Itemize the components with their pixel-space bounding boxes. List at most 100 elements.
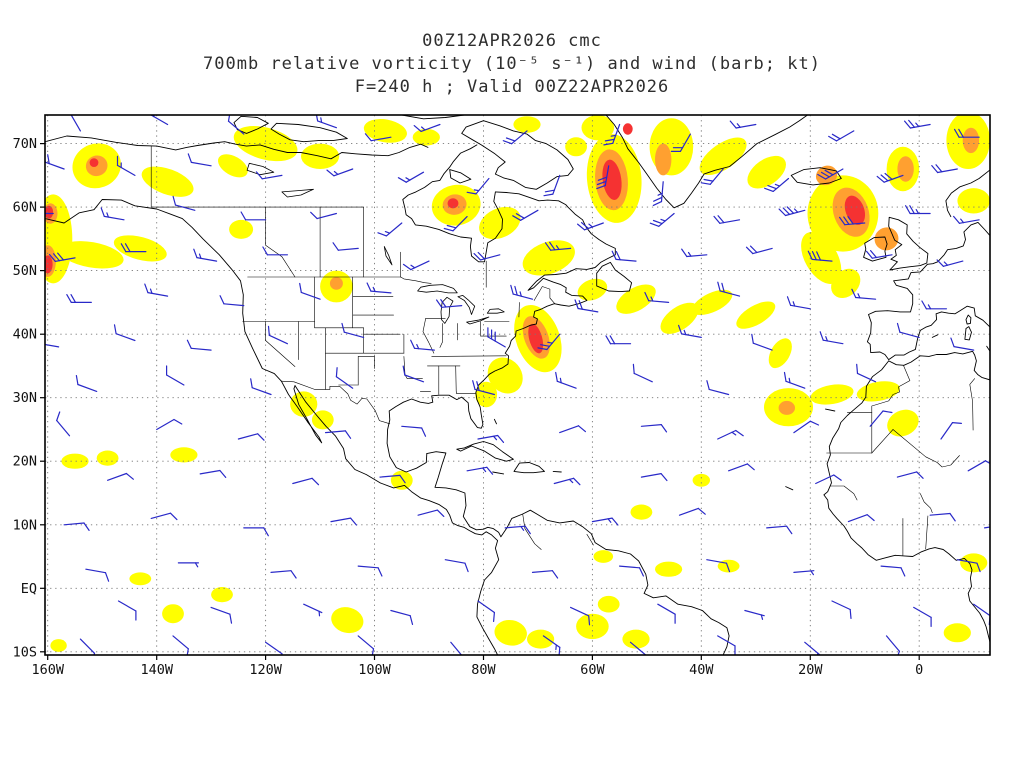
vorticity-region-low [141,166,194,197]
vorticity-region-low [513,116,541,133]
wind-barb [904,205,931,215]
lake-outline [457,295,476,315]
vorticity-region-high [45,255,53,274]
wind-barb [100,207,125,221]
vorticity-region-low [887,409,919,437]
wind-barb [219,295,245,307]
wind-barb [559,425,587,434]
wind-barb [341,322,365,338]
coastline [605,115,808,209]
vorticity-region-low [59,241,124,269]
coastline [513,462,545,474]
wind-barb [936,259,964,267]
wind-barb [270,570,297,579]
vorticity-region-mid [874,227,899,251]
wind-barb [531,570,559,579]
wind-barb [450,641,463,655]
political-border [455,365,458,394]
wind-barb [847,514,875,523]
wind-barb [629,641,647,655]
wind-barb [402,365,425,383]
wind-barb [397,171,425,183]
wind-barb [45,212,54,215]
wind-barb [210,606,233,624]
vorticity-region-low [692,473,710,487]
wind-barb [410,339,435,351]
lake-outline [486,308,505,314]
vorticity-region-low [593,550,614,563]
lake-outline [281,188,314,198]
wind-barb [332,242,359,251]
coastline [386,303,555,473]
lat-tick-label: 10S [13,644,37,660]
coastline [461,120,574,190]
vorticity-region-high [45,205,54,219]
grid-layer [45,115,990,655]
political-border [522,513,542,550]
wind-barb [644,291,670,303]
wind-barb [156,418,183,431]
wind-barb [856,363,877,383]
vorticity-region-low [390,470,413,490]
vorticity-region-low [479,206,521,240]
vorticity-region-high [602,159,622,200]
political-border [518,302,520,318]
coastline [402,144,503,263]
wind-barb [544,241,572,251]
wind-barb [744,609,765,620]
wind-barb [473,251,501,261]
vorticity-region-low [768,338,792,369]
wind-barb [569,606,591,626]
political-border [281,380,391,425]
lon-tick-label: 160W [31,662,64,678]
wind-barb [187,153,212,167]
wind-barb [815,474,842,485]
vorticity-region-low [736,301,776,329]
coastline [294,385,500,655]
political-border [439,323,443,348]
lat-tick-label: 40N [13,327,37,343]
wind-barb [310,211,337,220]
lon-tick-label: 20W [798,662,823,678]
wind-barb [357,565,383,577]
political-border [892,429,960,468]
wind-barb [477,434,505,443]
wind-barb [487,327,506,348]
wind-barb [45,154,65,170]
wind-barb [377,222,403,237]
lon-tick-label: 80W [471,662,496,678]
vorticity-region-low [475,381,498,408]
lake-outline [246,162,275,176]
coastline [863,236,888,262]
wind-barb [973,603,990,626]
wind-barb [678,507,706,516]
wind-barb [838,216,866,226]
wind-barb [149,115,169,126]
wind-barb [79,638,96,655]
wind-barb [267,325,288,345]
vorticity-region-low [692,289,733,316]
wind-barb [576,222,604,231]
wind-barb [113,324,136,342]
political-border [265,206,296,278]
wind-barb [793,420,820,434]
vorticity-region-high [447,198,459,209]
wind-barb [510,284,534,300]
wind-barb [896,471,924,479]
wind-barb [677,324,702,338]
vorticity-region-low [630,504,653,520]
political-border [920,493,933,513]
vorticity-region-low [162,604,184,624]
vorticity-region-low [597,595,620,613]
wind-barb [443,216,468,232]
political-border [400,276,432,284]
coastline [270,122,348,143]
wind-barb [727,463,755,472]
vorticity-shading-layer [45,115,990,652]
wind-barb [766,525,793,535]
lat-tick-label: 50N [13,263,37,279]
wind-barb [931,164,958,174]
coastline [45,135,429,160]
wind-barb [303,603,323,617]
wind-barb [591,517,619,526]
